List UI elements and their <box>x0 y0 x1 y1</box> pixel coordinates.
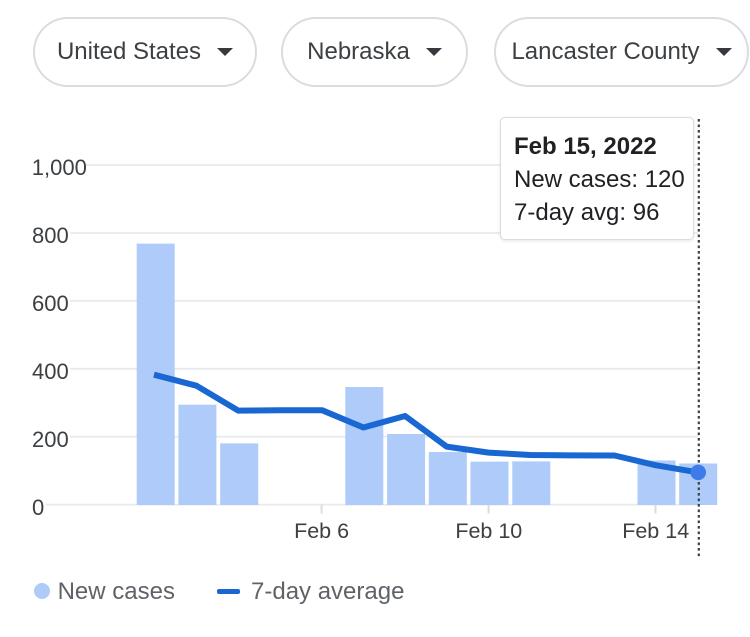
svg-text:1,000: 1,000 <box>32 155 87 180</box>
svg-text:200: 200 <box>32 427 69 452</box>
svg-text:Feb 10: Feb 10 <box>455 519 522 543</box>
svg-text:Feb 6: Feb 6 <box>294 519 349 543</box>
svg-text:0: 0 <box>32 495 44 520</box>
svg-text:800: 800 <box>32 223 69 248</box>
svg-text:Feb 14: Feb 14 <box>622 519 689 543</box>
svg-text:600: 600 <box>32 291 69 316</box>
svg-text:400: 400 <box>32 359 69 384</box>
